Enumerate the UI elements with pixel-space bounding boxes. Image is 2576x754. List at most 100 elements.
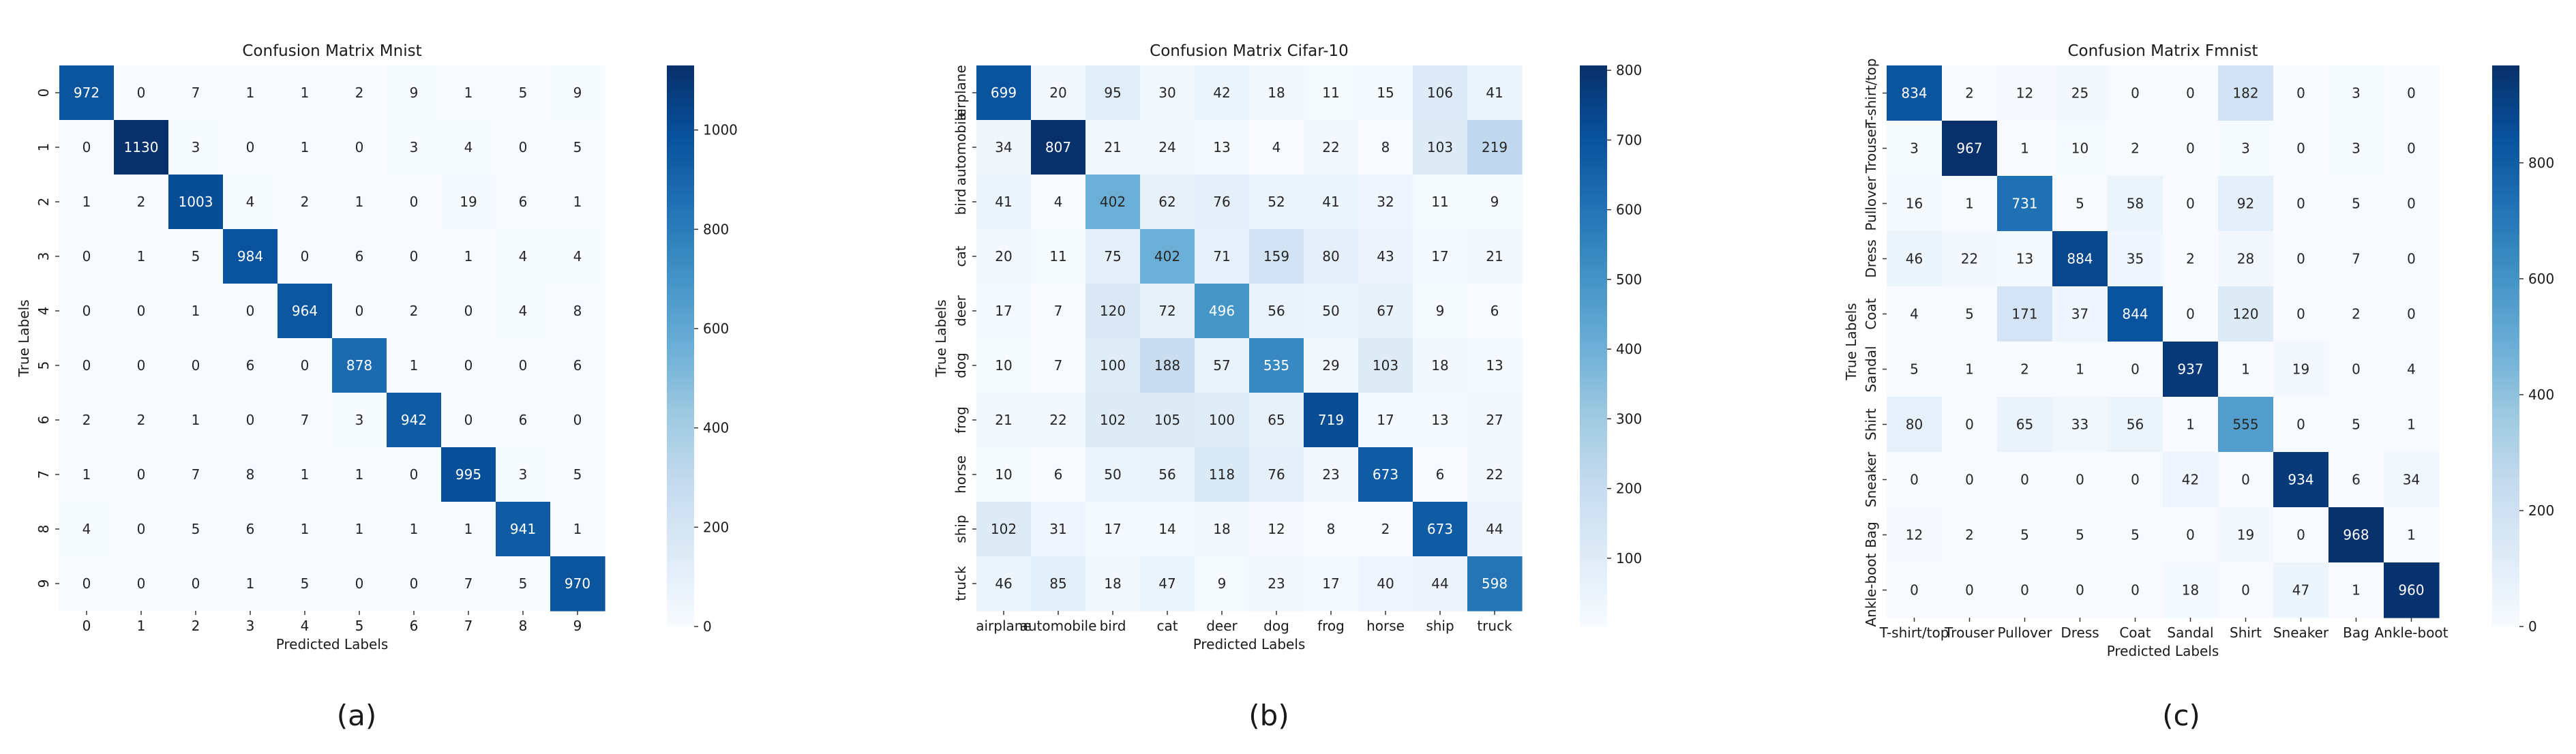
heatmap-cell	[223, 393, 278, 448]
cell-value: 0	[1965, 417, 1974, 433]
heatmap-cell	[1942, 65, 1998, 121]
heatmap-cell	[2052, 65, 2108, 121]
cell-value: 0	[246, 412, 255, 428]
heatmap-cell	[1358, 65, 1413, 121]
heatmap-cell	[1085, 393, 1141, 448]
heatmap-cell	[1249, 447, 1304, 502]
heatmap-cell	[1358, 393, 1413, 448]
cell-value: 6	[246, 357, 255, 374]
heatmap-cell	[550, 393, 605, 448]
cell-value: 2	[1381, 521, 1390, 537]
cell-value: 1	[2186, 417, 2195, 433]
cell-value: 44	[1431, 575, 1448, 592]
cell-value: 0	[1965, 582, 1974, 599]
cell-value: 0	[137, 303, 146, 319]
cell-value: 5	[2131, 527, 2140, 543]
heatmap-cell	[1031, 393, 1086, 448]
heatmap-cell	[2108, 286, 2163, 342]
heatmap-cell	[223, 229, 278, 284]
cell-value: 402	[1154, 248, 1180, 265]
cell-value: 884	[2067, 251, 2093, 267]
cell-value: 23	[1322, 466, 1339, 483]
heatmap-cell	[496, 120, 551, 175]
cell-value: 43	[1377, 248, 1394, 265]
cell-value: 30	[1158, 85, 1175, 101]
cell-value: 103	[1373, 357, 1398, 374]
heatmap-cell	[550, 65, 605, 121]
heatmap-cell	[2384, 507, 2440, 563]
chart-title: Confusion Matrix Fmnist	[2067, 42, 2258, 60]
heatmap-cell	[332, 229, 387, 284]
heatmap-cell	[1997, 562, 2053, 618]
heatmap-cell	[550, 502, 605, 557]
cell-value: 50	[1322, 303, 1339, 319]
heatmap-cell	[1085, 284, 1141, 339]
colorbar-tick-label: 500	[1616, 271, 1642, 288]
cell-value: 188	[1154, 357, 1180, 374]
heatmap-cell	[1887, 397, 1943, 453]
cell-value: 4	[519, 248, 528, 265]
heatmap-cell	[441, 393, 496, 448]
cell-value: 1130	[124, 139, 159, 155]
cell-value: 62	[1158, 194, 1175, 210]
heatmap-cell	[2052, 121, 2108, 177]
cell-value: 0	[464, 303, 473, 319]
cell-value: 106	[1427, 85, 1453, 101]
cell-value: 12	[1906, 527, 1923, 543]
heatmap-cell	[1358, 175, 1413, 230]
heatmap-cell	[278, 284, 333, 339]
cell-value: 1	[464, 85, 473, 101]
cell-value: 18	[1268, 85, 1285, 101]
cell-value: 5	[1910, 361, 1919, 378]
cell-value: 18	[1213, 521, 1230, 537]
heatmap-cell	[1997, 452, 2053, 508]
heatmap-cell	[1942, 342, 1998, 397]
cell-value: 8	[573, 303, 582, 319]
cell-value: 0	[410, 466, 419, 483]
heatmap-cell	[1085, 65, 1141, 121]
heatmap-cell	[1140, 284, 1195, 339]
panel-caption: (a)	[337, 699, 377, 732]
cell-value: 0	[355, 575, 364, 592]
cell-value: 0	[2186, 527, 2195, 543]
cell-value: 6	[573, 357, 582, 374]
heatmap-cell	[1942, 286, 1998, 342]
cell-value: 18	[1104, 575, 1121, 592]
heatmap-cell	[976, 393, 1032, 448]
heatmap-cell	[1085, 338, 1141, 393]
cell-value: 1	[410, 521, 419, 537]
cell-value: 52	[1268, 194, 1285, 210]
heatmap-cell	[278, 175, 333, 230]
x-axis-label: Predicted Labels	[1193, 636, 1306, 652]
heatmap-cell	[1942, 121, 1998, 177]
cell-value: 402	[1100, 194, 1126, 210]
heatmap-cell	[2273, 342, 2329, 397]
cell-value: 0	[1965, 472, 1974, 488]
heatmap-cell	[1942, 397, 1998, 453]
cell-value: 85	[1049, 575, 1066, 592]
x-tick-label: deer	[1206, 618, 1238, 634]
x-tick-label: 7	[464, 618, 473, 634]
y-tick-label: bird	[953, 189, 969, 215]
heatmap-cell	[1085, 229, 1141, 284]
cell-value: 71	[1213, 248, 1230, 265]
cell-value: 80	[1906, 417, 1923, 433]
heatmap-cell	[1997, 342, 2053, 397]
heatmap-cell	[2218, 286, 2274, 342]
colorbar-tick-label: 800	[1616, 62, 1642, 78]
x-tick-label: ship	[1426, 618, 1454, 634]
cell-value: 65	[2016, 417, 2033, 433]
cell-value: 673	[1427, 521, 1453, 537]
cell-value: 17	[995, 303, 1012, 319]
heatmap-cell	[1467, 338, 1523, 393]
heatmap-cell	[1195, 284, 1250, 339]
cell-value: 4	[573, 248, 582, 265]
heatmap-cell	[59, 556, 115, 612]
cell-value: 1	[2352, 582, 2361, 599]
cell-value: 984	[237, 248, 263, 265]
heatmap-cell	[114, 65, 169, 121]
cell-value: 0	[519, 357, 528, 374]
colorbar-tick-label: 200	[1616, 481, 1642, 497]
cell-value: 32	[1377, 194, 1394, 210]
cell-value: 5	[573, 466, 582, 483]
